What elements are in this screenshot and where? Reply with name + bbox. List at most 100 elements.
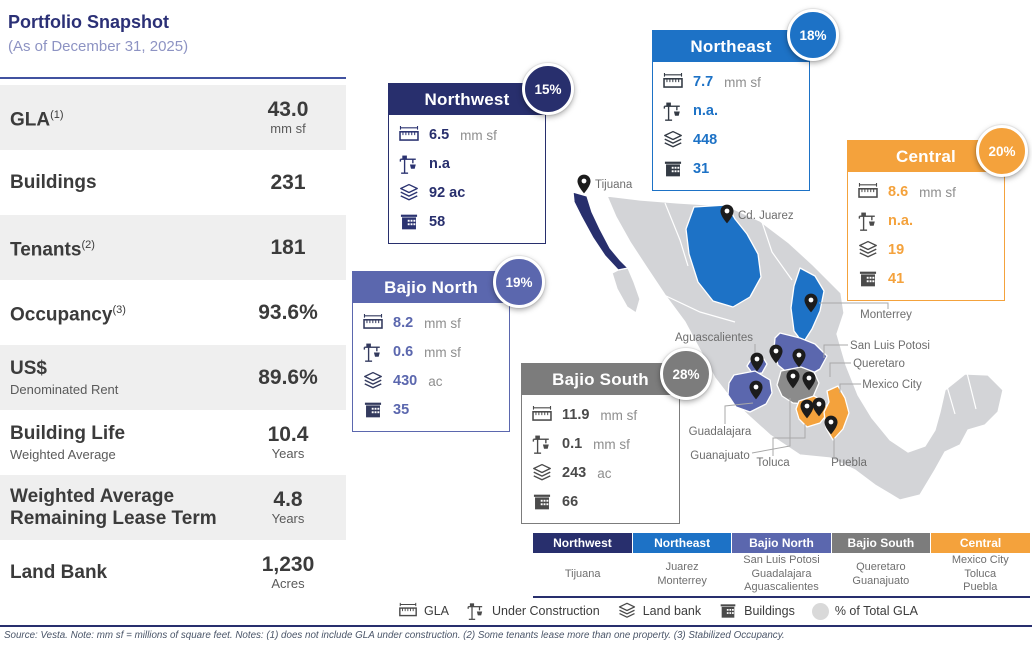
region-stat-building: 66 <box>531 491 670 513</box>
state-border-line <box>664 202 689 267</box>
percent-circle-icon <box>811 602 829 620</box>
region-stat-crane: n.a. <box>857 210 995 232</box>
region-stat-crane: n.a. <box>662 100 800 122</box>
region-stat-layers: 243 ac <box>531 462 670 484</box>
map-city-label-queretaro: Queretaro <box>853 358 905 370</box>
region-card-title: Bajio South <box>522 364 679 395</box>
source-note: Source: Vesta. Note: mm sf = millions of… <box>0 625 1032 641</box>
crane-icon <box>398 153 420 175</box>
metric-value: 181 <box>270 235 306 259</box>
metric-row-tenants: Tenants(2) 181 <box>0 215 346 280</box>
region-stat-value: 66 <box>562 494 579 510</box>
region-stat-unit: mm sf <box>460 127 497 143</box>
map-leader-san-luis-potosi <box>823 344 848 358</box>
region-gla-share-badge: 15% <box>522 63 574 115</box>
legend-item-land-bank: Land bank <box>617 601 701 621</box>
region-stat-value: 92 ac <box>429 185 466 201</box>
map-leader-monterrey <box>819 302 889 309</box>
city-name: Guanajuato <box>852 574 910 587</box>
metric-label: Land Bank <box>10 561 108 583</box>
city-name: Queretaro <box>856 561 906 573</box>
city-name: Monterrey <box>657 574 707 587</box>
layers-icon <box>362 370 384 392</box>
map-city-label-toluca: Toluca <box>756 457 790 469</box>
region-gla-share-badge: 18% <box>787 9 839 61</box>
metric-value: 10.4 Years <box>244 424 332 462</box>
legend-label: GLA <box>424 604 450 618</box>
region-stat-building: 41 <box>857 268 995 290</box>
state-region-chihuahua-northeast <box>685 204 762 308</box>
city-table-header-northwest: Northwest <box>533 533 633 553</box>
metric-unit: Acres <box>271 576 305 591</box>
map-pin-tijuana <box>577 174 591 194</box>
legend-label: Land bank <box>642 604 702 618</box>
region-card-title: Bajio North <box>353 272 509 303</box>
region-card-title: Northwest <box>389 84 545 115</box>
page-subtitle: (As of December 31, 2025) <box>8 38 189 55</box>
city-table-cell-northeast: Juarez Monterrey <box>632 553 731 597</box>
region-stat-crane: 0.1 mm sf <box>531 433 670 455</box>
region-stat-ruler: 8.6 mm sf <box>857 181 995 203</box>
city-name: Puebla <box>963 581 998 594</box>
map-city-label-aguascalientes: Aguascalientes <box>675 332 753 344</box>
ruler-icon <box>531 404 553 426</box>
city-table-cell-central: Mexico City Toluca Puebla <box>931 553 1030 597</box>
region-stat-unit: ac <box>597 465 612 481</box>
metric-row-building-life: Building Life Weighted Average 10.4 Years <box>0 410 346 475</box>
region-gla-share-badge: 19% <box>493 256 545 308</box>
metric-label: Tenants(2) <box>10 238 95 261</box>
region-gla-share-badge: 28% <box>660 348 712 400</box>
city-name: Aguascalientes <box>744 581 819 594</box>
layers-icon <box>531 462 553 484</box>
region-stat-value: 0.1 <box>562 436 583 452</box>
building-icon <box>531 491 553 513</box>
map-city-label-san-luis-potosi: San Luis Potosi <box>850 340 930 352</box>
metric-label: GLA(1) <box>10 108 64 131</box>
crane-icon <box>531 433 553 455</box>
crane-icon <box>466 601 486 621</box>
region-card-northwest: Northwest 15% 6.5 mm sf n.a 92 ac 58 <box>388 63 574 244</box>
layers-icon <box>662 129 684 151</box>
region-card-bajio_south: Bajio South 28% 11.9 mm sf 0.1 mm sf 243 ac 66 <box>521 348 712 524</box>
state-border-line <box>965 368 977 410</box>
metric-row-occupancy: Occupancy(3) 93.6% <box>0 280 346 345</box>
region-city-table: Northwest Northeast Bajio North Bajio South… <box>533 533 1030 598</box>
state-border-line <box>943 375 956 415</box>
metric-value: 231 <box>270 170 306 194</box>
legend-item-gla: GLA <box>398 601 449 621</box>
state-region-baja-sur <box>611 267 641 314</box>
region-stat-building: 35 <box>362 399 500 421</box>
city-table-header-central: Central <box>930 533 1030 553</box>
legend-label: Under Construction <box>492 604 600 618</box>
legend-item-of-total-gla: % of Total GLA <box>811 602 918 620</box>
map-annotations: Tijuana Cd. Juarez Monterrey Aguascalientes… <box>577 174 930 469</box>
region-stat-crane: n.a <box>398 153 536 175</box>
metric-value: 4.8 Years <box>244 489 332 527</box>
state-border-line <box>663 294 736 323</box>
city-table-header-northeast: Northeast <box>631 533 732 553</box>
region-stat-ruler: 6.5 mm sf <box>398 124 536 146</box>
region-stat-layers: 19 <box>857 239 995 261</box>
region-stat-value: 31 <box>693 161 710 177</box>
region-stat-value: 19 <box>888 242 905 258</box>
map-leader-queretaro <box>829 362 851 377</box>
region-stat-layers: 92 ac <box>398 182 536 204</box>
layers-icon <box>398 182 420 204</box>
map-city-label-guanajuato: Guanajuato <box>690 450 749 462</box>
metric-sublabel: Weighted Average <box>10 447 116 462</box>
layers-icon <box>857 239 879 261</box>
page-title: Portfolio Snapshot <box>8 12 169 32</box>
city-table-header-bajio-south: Bajio South <box>830 533 931 553</box>
map-leader-mexico-city <box>839 383 861 393</box>
region-card-central: Central 20% 8.6 mm sf n.a. 19 41 <box>847 125 1028 301</box>
region-stat-crane: 0.6 mm sf <box>362 341 500 363</box>
building-icon <box>398 211 420 233</box>
metric-value: 43.0 mm sf <box>244 99 332 137</box>
ruler-icon <box>398 601 418 621</box>
metric-row-us: US$ Denominated Rent 89.6% <box>0 345 346 410</box>
region-stat-value: 11.9 <box>562 407 590 423</box>
metric-row-weighted-average-remaining-lease-term: Weighted Average Remaining Lease Term 4.8… <box>0 475 346 540</box>
metric-row-buildings: Buildings 231 <box>0 150 346 215</box>
